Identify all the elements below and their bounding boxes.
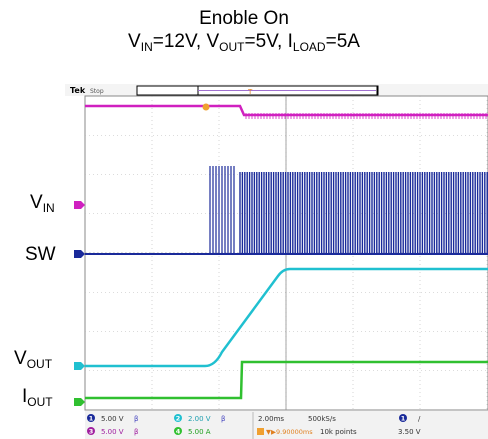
readout-ch1-scale: 5.00 V [101,415,124,423]
subtitle-subscript: IN [140,40,153,54]
readout-delay: ▼▶9.90000ms [266,428,313,436]
trigger-position-marker: T [247,88,253,96]
readout-ch4-scale: 5.00 A [188,428,211,436]
marker-ch4 [74,398,85,406]
readout-trigger-ch [399,414,407,422]
label-vin: VIN [30,192,55,216]
readout-sample-rate: 500kS/s [308,415,336,423]
scope-brand: Tek [70,86,86,95]
readout-trigger-slope: / [418,415,421,423]
label-vout: VOUT [14,348,53,372]
trigger-marker [202,103,210,111]
readout-ch4-num: 4 [176,428,181,436]
chart-subtitle: VIN=12V, VOUT=5V, ILOAD=5A [0,31,488,58]
scope-state: Stop [90,88,104,95]
subtitle-subscript: LOAD [292,40,326,54]
subtitle-text: =5V, I [244,31,293,52]
readout-trigger-level: 3.50 V [398,428,421,436]
trace-iout [85,360,488,400]
readout-ch3-num: 3 [89,428,94,436]
readout-ch2-num: 2 [176,415,181,423]
trace-vout [85,267,488,368]
label-sw: SW [25,244,56,265]
readout-ch3-scale: 5.00 V [101,428,124,436]
marker-ch2 [74,250,85,258]
readout-record-length: 10k points [320,428,357,436]
bw-limit-icon: β [221,415,225,423]
bw-limit-icon: β [134,428,138,436]
subtitle-text: =5A [325,31,360,52]
readout-ch4 [174,427,182,435]
chart-title: Enoble On [199,8,289,29]
readout-ch2-scale: 2.00 V [188,415,211,423]
bw-limit-icon: β [134,415,138,423]
subtitle-text: V [128,31,141,52]
readout-ch3 [87,427,95,435]
readout-ch1 [87,414,95,422]
marker-ch1 [74,201,85,209]
delay-icon [257,428,264,435]
readout-ch1-num: 1 [89,415,94,423]
readout-timebase: 2.00ms [258,415,284,423]
readout-trigger-ch-num: 1 [401,415,406,423]
readout-panel [85,411,488,439]
marker-ch3 [74,362,85,370]
subtitle-text: =12V, V [152,31,220,52]
label-iout: IOUT [22,386,53,410]
subtitle-subscript: OUT [219,40,245,54]
readout-ch2 [174,414,182,422]
